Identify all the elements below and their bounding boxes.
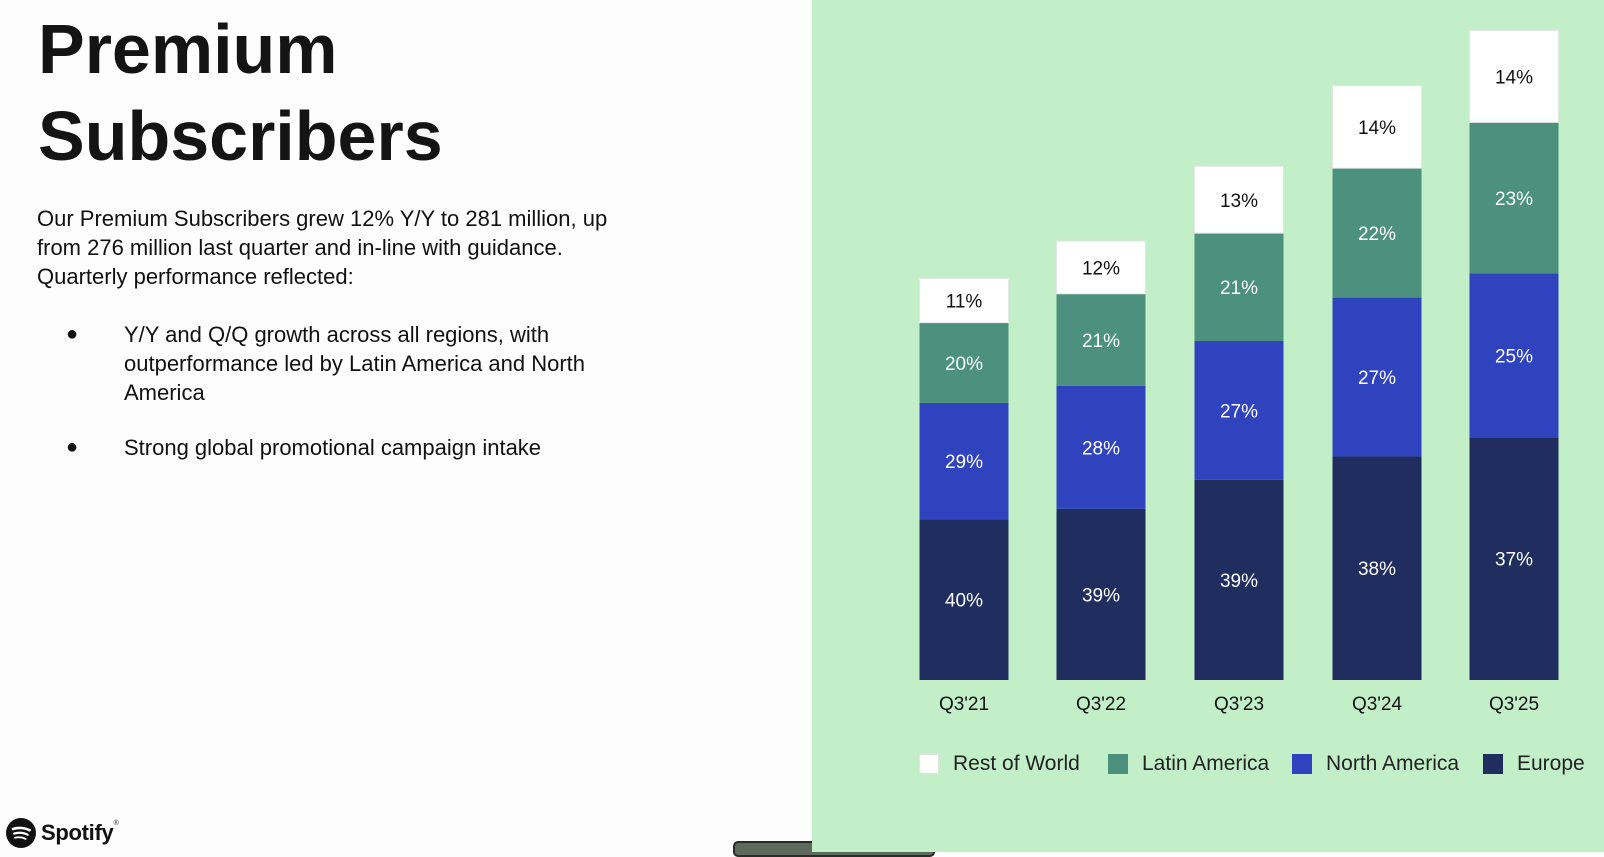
text-panel: Premium Subscribers Our Premium Subscrib… [6,10,935,857]
bar-stack-Q3'24: 38% 27% 22% 14% Q3'24 [1332,85,1422,715]
legend-swatch-latin-america [1108,754,1128,774]
bar-segment-rest-of-world [919,277,1009,324]
bar-segment-europe [1056,508,1146,680]
legend-label: Latin America [1142,752,1270,775]
data-label: 14% [1358,118,1396,139]
bar-segment-europe [1469,437,1559,680]
legend-item-rest-of-world: Rest of World [919,752,1080,776]
bar-segment-north-america [1194,341,1284,480]
data-label: 25% [1495,346,1533,367]
bar-segment-europe [919,519,1009,680]
data-label: 23% [1495,189,1533,210]
bar-segment-europe [1332,456,1422,680]
trademark-mark: ® [113,820,119,827]
legend-label: Europe [1517,752,1585,775]
data-label: 40% [945,591,983,612]
brand-name-text: Spotify [41,820,114,845]
bar-stack-Q3'23: 39% 27% 21% 13% Q3'23 [1194,165,1284,715]
data-label: 14% [1495,67,1533,88]
bar-segment-north-america [1332,297,1422,457]
bullet-dot: ● [66,323,79,345]
bar-stack-Q3'22: 39% 28% 21% 12% Q3'22 [1056,240,1146,715]
bar-segment-north-america [1056,385,1146,509]
legend-swatch-rest-of-world [919,754,939,774]
bar-segment-rest-of-world [1056,240,1146,295]
bar-segment-rest-of-world [1332,85,1422,169]
spotify-icon [6,818,36,848]
data-label: 12% [1082,258,1120,279]
data-label: 20% [945,354,983,375]
x-tick-label: Q3'22 [1076,694,1126,715]
bullet-text: Y/Y and Q/Q growth across all regions, w… [124,322,586,405]
bar-stack-Q3'21: 40% 29% 20% 11% Q3'21 [919,277,1009,715]
data-label: 27% [1358,368,1396,389]
data-label: 37% [1495,550,1533,571]
bar-segment-europe [1194,479,1284,680]
x-tick-label: Q3'25 [1489,694,1539,715]
legend-item-north-america: North America [1292,752,1459,776]
bullet-text: Strong global promotional campaign intak… [124,435,542,460]
data-label: 13% [1220,191,1258,212]
page-title: Premium Subscribers [38,10,443,175]
data-label: 21% [1082,331,1120,352]
brand-name: Spotify® [41,820,119,846]
x-tick-label: Q3'24 [1352,694,1403,715]
data-label: 11% [946,292,983,313]
bar-segment-rest-of-world [1469,30,1559,123]
bar-stack-Q3'25: 37% 25% 23% 14% Q3'25 [1469,30,1559,715]
bar-segment-latin-america [1469,122,1559,274]
spotify-logo: Spotify® [6,818,119,848]
bar-segment-north-america [1469,273,1559,438]
legend-item-latin-america: Latin America [1108,752,1269,776]
legend-swatch-europe [1483,754,1503,774]
bar-segment-latin-america [1056,293,1146,386]
data-label: 27% [1220,401,1258,422]
bar-segment-rest-of-world [1194,165,1284,234]
data-label: 38% [1358,559,1396,580]
data-label: 39% [1082,585,1120,606]
legend-label: North America [1326,752,1460,775]
x-tick-label: Q3'21 [939,694,989,715]
legend-label: Rest of World [953,752,1080,775]
bar-segment-latin-america [919,322,1009,403]
bar-segment-latin-america [1332,168,1422,298]
data-label: 39% [1220,571,1258,592]
x-tick-label: Q3'23 [1214,694,1264,715]
data-label: 28% [1082,438,1120,459]
legend-item-europe: Europe [1483,752,1585,776]
intro-paragraph: Our Premium Subscribers grew 12% Y/Y to … [37,206,608,289]
legend-swatch-north-america [1292,754,1312,774]
data-label: 22% [1358,224,1396,245]
data-label: 29% [945,452,983,473]
data-label: 21% [1220,278,1258,299]
bar-segment-latin-america [1194,233,1284,342]
bar-segment-north-america [919,402,1009,520]
bullet-dot: ● [66,436,79,458]
